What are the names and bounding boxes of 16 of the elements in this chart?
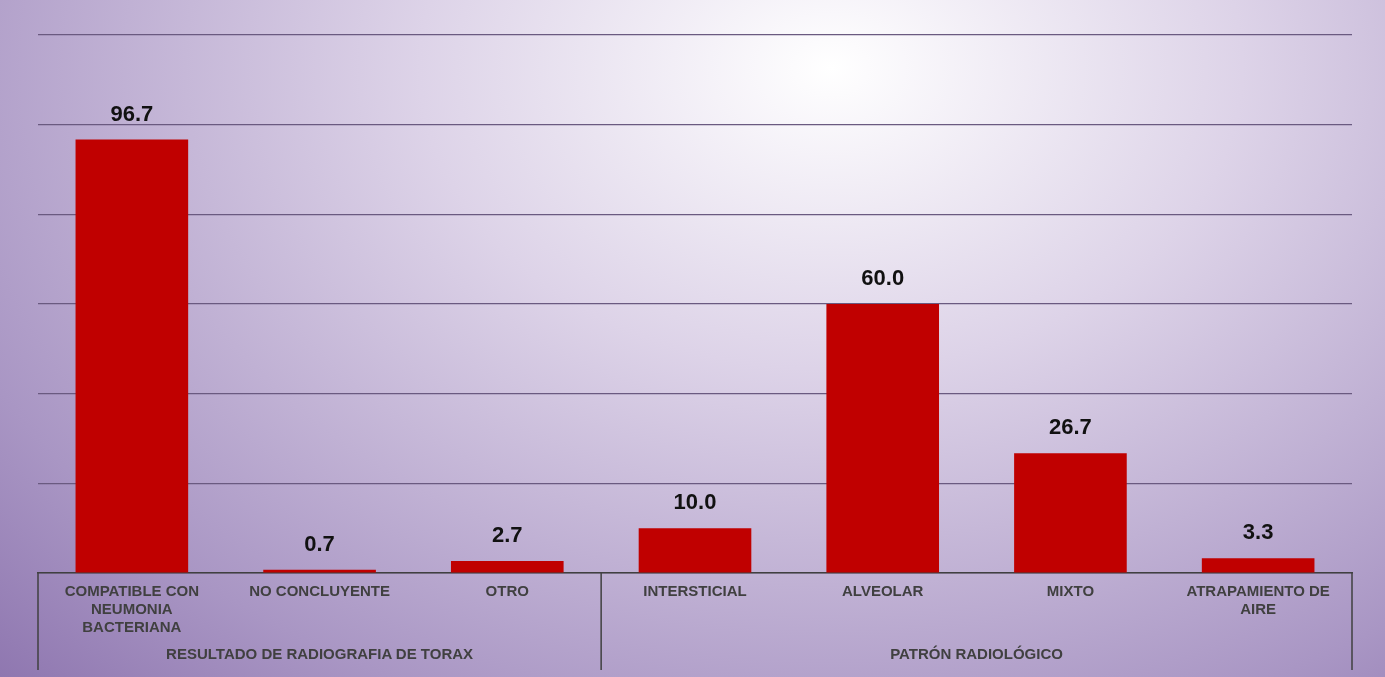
x-tick-label: COMPATIBLE CON NEUMONIA BACTERIANA [64,582,200,636]
x-tick-label: OTRO [485,582,530,600]
data-label: 2.7 [491,521,523,547]
x-tick-label: INTERSTICIAL [643,582,747,600]
data-label: 96.7 [110,100,154,126]
x-tick-label: NO CONCLUYENTE [249,582,390,600]
data-label: 0.7 [304,530,335,556]
data-label: 60.0 [861,265,905,291]
x-tick-label: ALVEOLAR [842,582,924,600]
text: PATRÓN RADIOLÓGICO [890,645,1064,663]
x-tick-label: MIXTO [1046,582,1095,600]
x-tick-label: ATRAPAMIENTO DE AIRE [1186,582,1330,618]
data-label: 10.0 [673,489,717,515]
data-label: 3.3 [1242,519,1274,545]
text: RESULTADO DE RADIOGRAFIA DE TORAX [166,645,474,663]
data-label: 26.7 [1049,414,1092,440]
